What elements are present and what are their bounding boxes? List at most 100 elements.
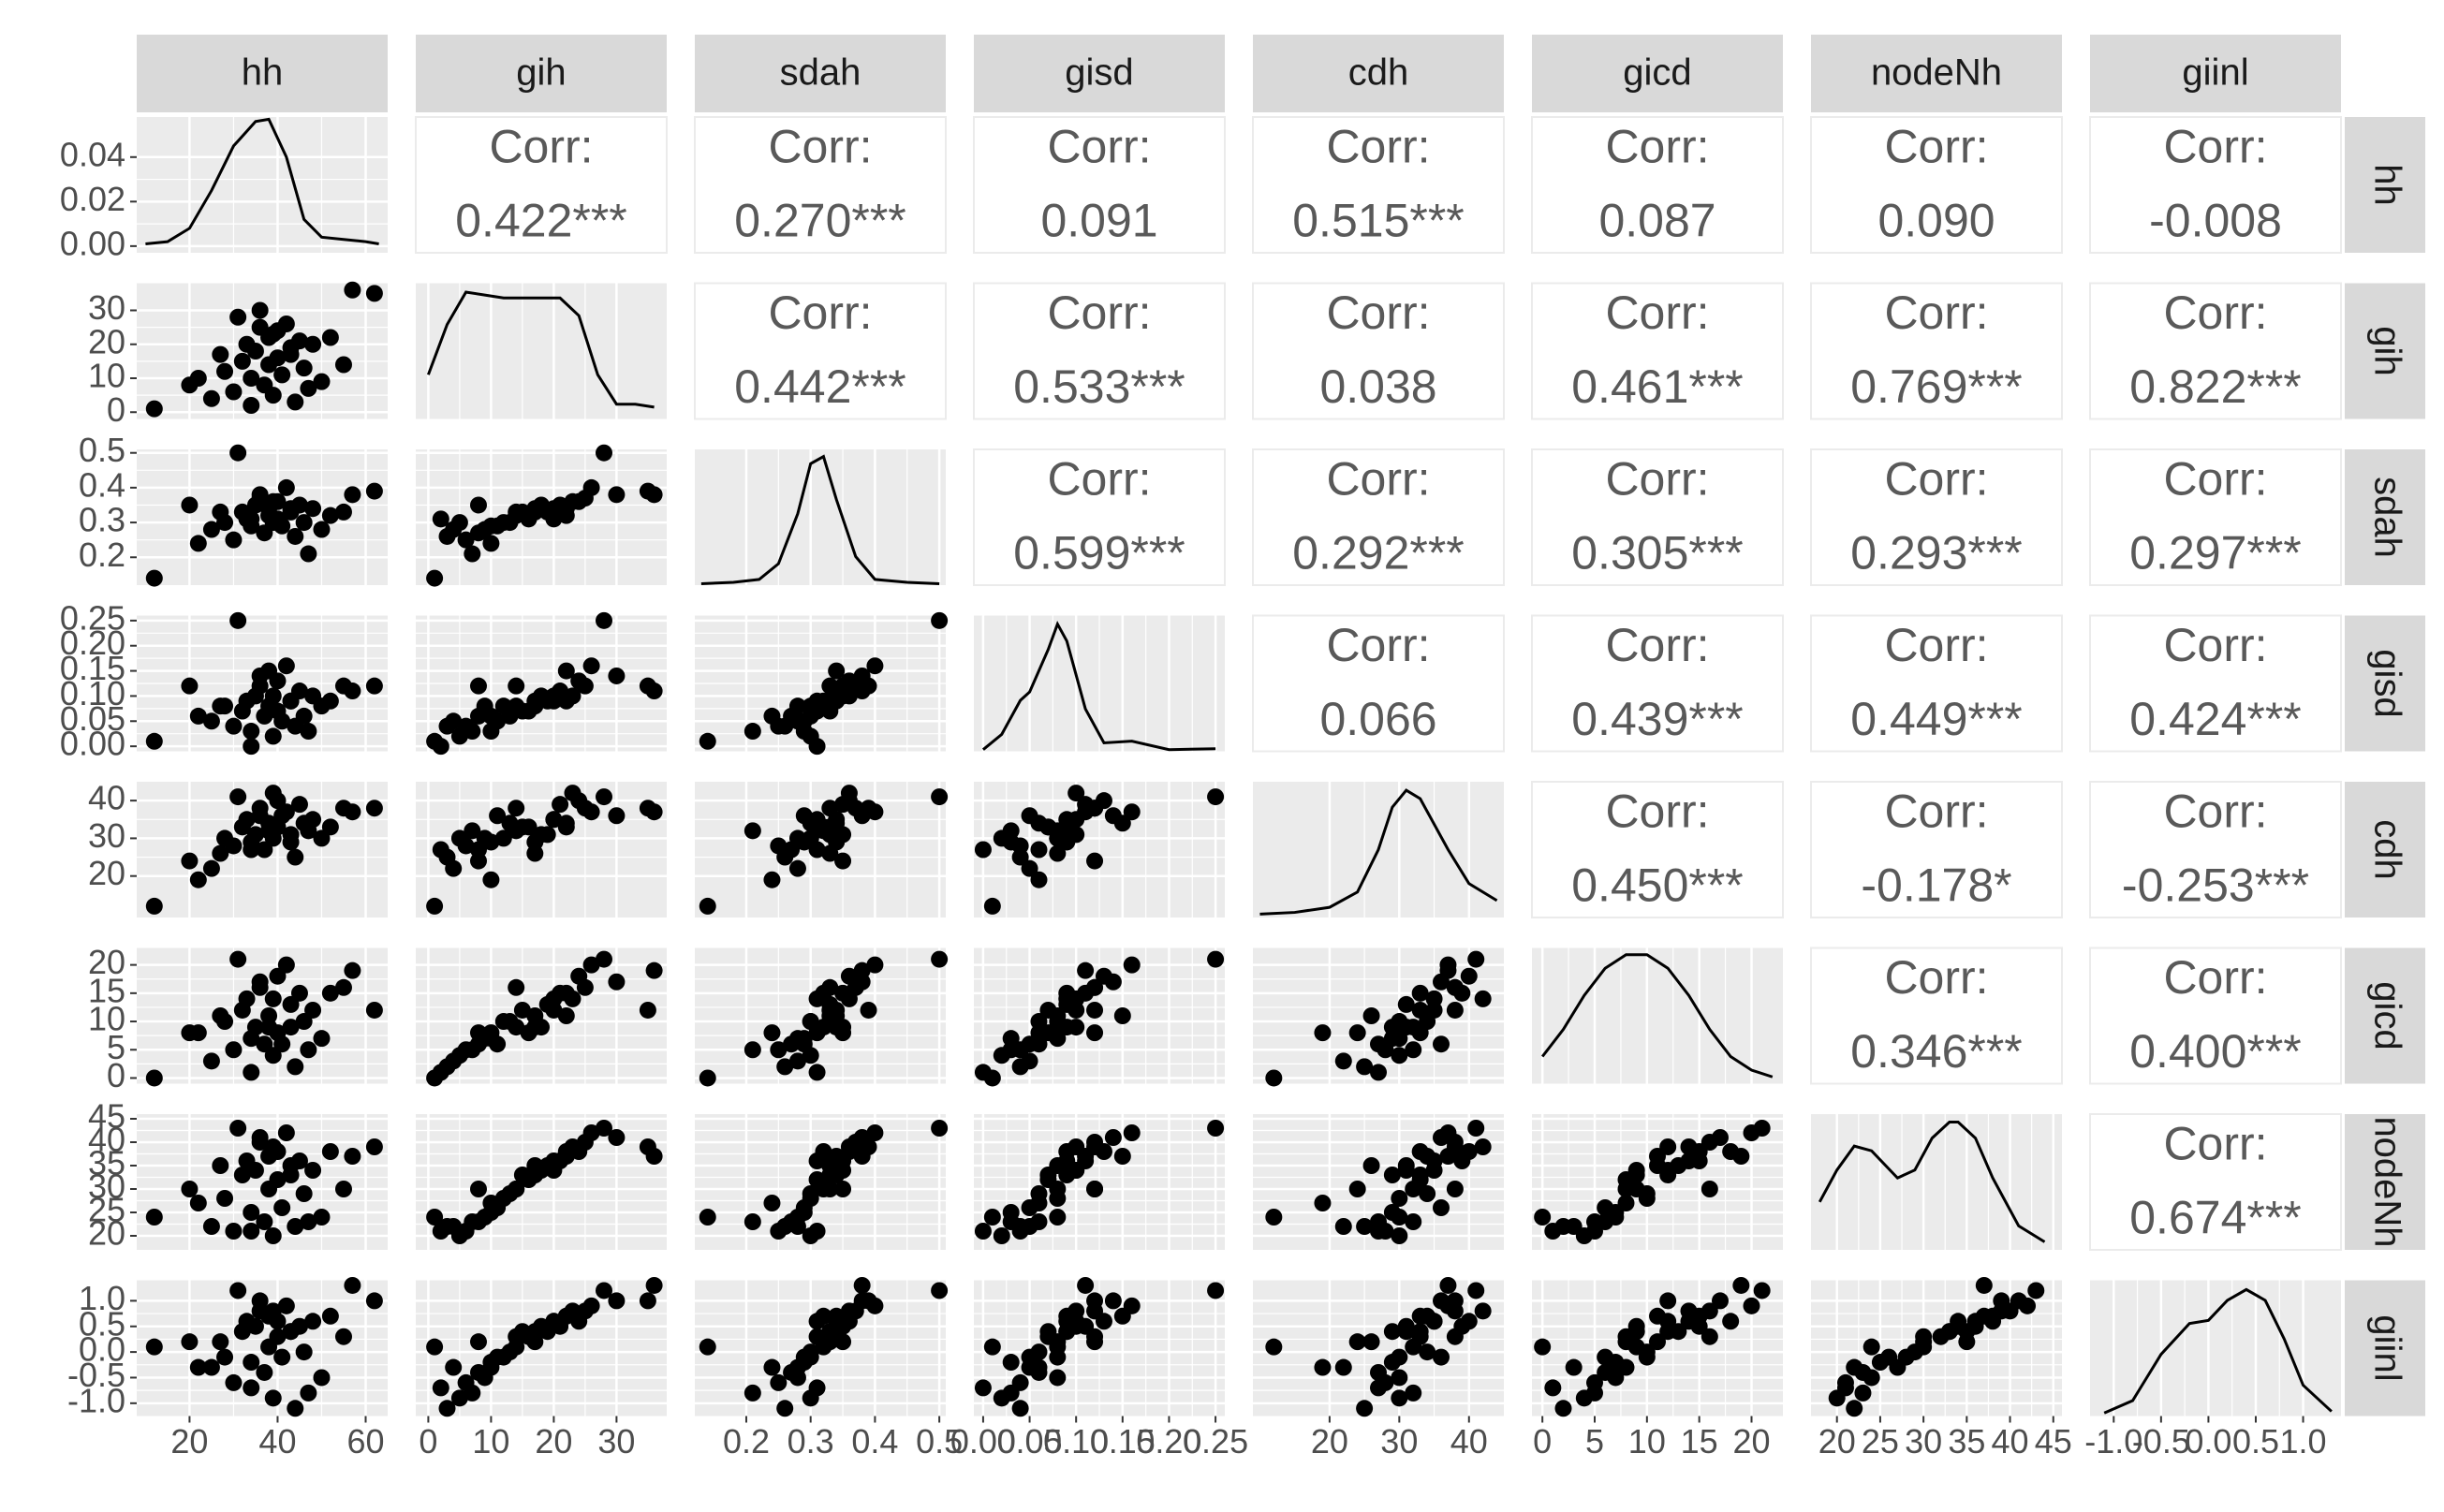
scatter-point (557, 662, 575, 680)
density-line (981, 620, 1216, 752)
x-tick-label: 0.05 (997, 1422, 1063, 1461)
scatter-point (282, 1323, 300, 1341)
scatter-point (334, 1328, 352, 1345)
scatter-point (225, 837, 243, 855)
scatter-point (1433, 1348, 1450, 1366)
scatter-point (243, 738, 260, 756)
scatter-point (1474, 1138, 1492, 1155)
strip-right (2345, 117, 2425, 253)
scatter-point (1649, 1157, 1666, 1174)
scatter-point (313, 1030, 331, 1048)
scatter-point (1670, 1323, 1687, 1341)
y-tick-label: 0.04 (60, 135, 125, 173)
scatter-point (545, 811, 563, 829)
scatter-point (181, 852, 199, 870)
scatter-point (365, 285, 383, 302)
scatter-point (1086, 1328, 1104, 1345)
strip-top (1811, 35, 2062, 112)
scatter-point (1058, 818, 1076, 836)
scatter-point (321, 329, 339, 346)
x-tick-label: 20 (1311, 1422, 1348, 1461)
scatter-point (304, 335, 322, 353)
corr-title: Corr: (2163, 1118, 2267, 1170)
scatter-point (482, 1195, 500, 1211)
scatter-point (1049, 1030, 1067, 1048)
scatter-point (1446, 1292, 1464, 1310)
scatter-point (974, 841, 992, 859)
scatter-point (608, 1129, 626, 1146)
scatter-point (229, 788, 247, 806)
y-tick-label: 30 (88, 288, 125, 327)
strip-right (2345, 615, 2425, 752)
scatter-point (1712, 1129, 1729, 1146)
strip-label: gicd (2366, 981, 2407, 1050)
scatter-point (1397, 1157, 1415, 1174)
scatter-point (256, 1363, 273, 1381)
scatter-point (464, 1384, 481, 1402)
scatter-point (974, 1379, 992, 1397)
scatter-point (763, 1024, 781, 1042)
scatter-point (853, 1129, 871, 1146)
strip-label: cdh (2366, 819, 2407, 880)
scatter-point (243, 1223, 260, 1240)
strip-label: giinl (2182, 52, 2248, 94)
scatter-point (202, 389, 220, 407)
corr-panel (2089, 116, 2342, 254)
strip-right (2345, 1280, 2425, 1417)
scatter-point (212, 844, 229, 862)
scatter-point (282, 1167, 300, 1183)
strip-right (2345, 449, 2425, 585)
density-line (1818, 1121, 2046, 1243)
corr-title: Corr: (1047, 121, 1151, 173)
scatter-point (1123, 803, 1141, 821)
scatter-point (202, 1358, 220, 1376)
scatter-point (295, 360, 313, 377)
scatter-point (1383, 1323, 1401, 1341)
scatter-point (264, 1302, 282, 1320)
scatter-point (1391, 1209, 1408, 1226)
scatter-point (1058, 1323, 1076, 1341)
scatter-point (1370, 1223, 1387, 1240)
corr-title: Corr: (2163, 453, 2267, 506)
scatter-point (1383, 1019, 1401, 1036)
scatter-point (264, 1389, 282, 1407)
corr-title: Corr: (768, 121, 872, 173)
scatter-point (1544, 1223, 1562, 1240)
corr-title: Corr: (1605, 785, 1709, 838)
scatter-point (290, 984, 308, 1002)
scatter-point (974, 1223, 992, 1240)
x-tick-label: 0.2 (723, 1422, 770, 1461)
scatter-point (313, 829, 331, 847)
scatter-point (273, 1348, 291, 1366)
scatter-point (1123, 1297, 1141, 1314)
corr-panel (1531, 614, 1784, 753)
scatter-point (344, 486, 361, 504)
scatter-point (866, 657, 884, 675)
scatter-point (482, 1358, 500, 1376)
scatter-point (189, 871, 207, 888)
scatter-point (1425, 1313, 1443, 1330)
scatter-point (815, 1307, 832, 1325)
corr-title: Corr: (1884, 785, 1988, 838)
y-tick-label: -1.0 (67, 1381, 125, 1419)
scatter-point (1030, 1358, 1048, 1376)
strip-label: sdah (780, 52, 861, 94)
scatter-point (264, 387, 282, 404)
corr-title: Corr: (1047, 453, 1151, 506)
scatter-point (450, 514, 468, 532)
strip-label: gisd (1065, 52, 1133, 94)
scatter-point (277, 803, 295, 821)
scatter-point (287, 527, 304, 545)
corr-title: Corr: (1884, 286, 1988, 339)
scatter-point (582, 657, 600, 675)
scatter-point (1446, 1328, 1464, 1345)
density-line (2103, 1287, 2333, 1415)
scatter-point (608, 667, 626, 684)
corr-panel (1810, 282, 2063, 420)
scatter-point (1086, 1181, 1104, 1197)
y-tick-label: 0.3 (79, 501, 125, 539)
corr-panel (1531, 781, 1784, 918)
scatter-point (1002, 1384, 1020, 1402)
scatter-point (645, 962, 663, 979)
scatter-point (1391, 1369, 1408, 1387)
